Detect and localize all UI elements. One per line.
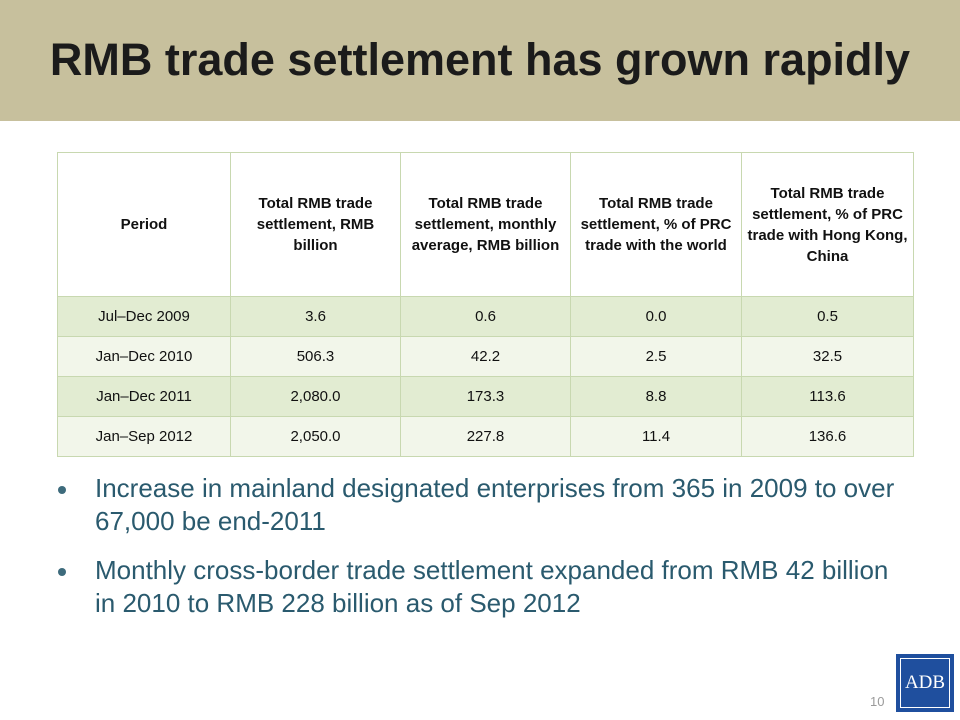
bullet-dot-icon xyxy=(58,486,66,494)
cell-total: 3.6 xyxy=(230,296,401,337)
adb-logo: ADB xyxy=(896,654,954,712)
bullet-item: Monthly cross-border trade settlement ex… xyxy=(58,554,908,620)
cell-pct-world: 11.4 xyxy=(570,416,742,457)
cell-total: 506.3 xyxy=(230,336,401,377)
header-period: Period xyxy=(57,152,231,297)
bullet-dot-icon xyxy=(58,568,66,576)
header-pct-hong-kong: Total RMB trade settlement, % of PRC tra… xyxy=(741,152,914,297)
cell-pct-hk: 0.5 xyxy=(741,296,914,337)
cell-pct-world: 2.5 xyxy=(570,336,742,377)
header-monthly-average: Total RMB trade settlement, monthly aver… xyxy=(400,152,571,297)
header-total-rmb: Total RMB trade settlement, RMB billion xyxy=(230,152,401,297)
cell-monthly: 0.6 xyxy=(400,296,571,337)
cell-monthly: 42.2 xyxy=(400,336,571,377)
settlement-table: Period Total RMB trade settlement, RMB b… xyxy=(57,152,914,457)
table-row: Jul–Dec 2009 3.6 0.6 0.0 0.5 xyxy=(57,296,914,337)
slide-title: RMB trade settlement has grown rapidly xyxy=(49,34,911,85)
cell-pct-hk: 136.6 xyxy=(741,416,914,457)
table-row: Jan–Dec 2011 2,080.0 173.3 8.8 113.6 xyxy=(57,376,914,417)
table-row: Jan–Sep 2012 2,050.0 227.8 11.4 136.6 xyxy=(57,416,914,457)
header-pct-world: Total RMB trade settlement, % of PRC tra… xyxy=(570,152,742,297)
adb-logo-mark: ADB xyxy=(900,658,950,708)
cell-pct-world: 0.0 xyxy=(570,296,742,337)
cell-pct-hk: 113.6 xyxy=(741,376,914,417)
bullet-text: Increase in mainland designated enterpri… xyxy=(95,473,895,536)
cell-pct-hk: 32.5 xyxy=(741,336,914,377)
bullet-item: Increase in mainland designated enterpri… xyxy=(58,472,908,538)
settlement-table-wrapper: Period Total RMB trade settlement, RMB b… xyxy=(57,152,914,457)
cell-period: Jan–Dec 2010 xyxy=(57,336,231,377)
cell-period: Jul–Dec 2009 xyxy=(57,296,231,337)
cell-period: Jan–Dec 2011 xyxy=(57,376,231,417)
cell-total: 2,050.0 xyxy=(230,416,401,457)
cell-monthly: 227.8 xyxy=(400,416,571,457)
table-header-row: Period Total RMB trade settlement, RMB b… xyxy=(57,152,914,297)
bullet-list: Increase in mainland designated enterpri… xyxy=(58,472,908,636)
cell-monthly: 173.3 xyxy=(400,376,571,417)
title-band: RMB trade settlement has grown rapidly xyxy=(0,0,960,121)
bullet-text: Monthly cross-border trade settlement ex… xyxy=(95,555,889,618)
cell-pct-world: 8.8 xyxy=(570,376,742,417)
cell-period: Jan–Sep 2012 xyxy=(57,416,231,457)
cell-total: 2,080.0 xyxy=(230,376,401,417)
page-number: 10 xyxy=(870,694,885,709)
table-row: Jan–Dec 2010 506.3 42.2 2.5 32.5 xyxy=(57,336,914,377)
